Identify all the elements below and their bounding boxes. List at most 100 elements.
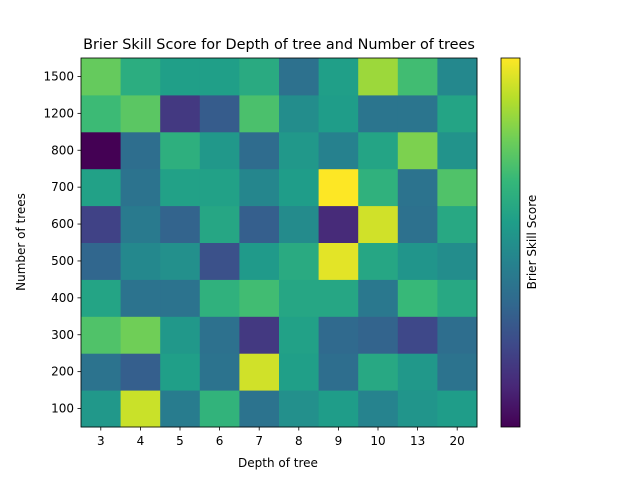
heatmap-cell [318,168,359,207]
y-tick-label: 700 [51,180,74,194]
y-tick-label: 600 [51,217,74,231]
x-tick-label: 9 [335,434,343,448]
x-tick-label: 5 [176,434,184,448]
heatmap-cell [437,168,478,207]
heatmap-cell [160,58,201,96]
heatmap-cell [397,242,438,280]
heatmap-cell [199,242,240,280]
heatmap-cell [81,168,122,207]
heatmap-cell [160,94,201,133]
heatmap-cell [358,205,399,243]
heatmap-cell [239,131,280,170]
x-axis-label: Depth of tree [238,456,318,470]
x-tick-label: 20 [450,434,465,448]
heatmap-cell [199,58,240,96]
heatmap-cell [160,168,201,207]
x-tick-label: 7 [255,434,263,448]
heatmap-cell [358,242,399,280]
heatmap-cell [318,316,359,354]
heatmap-cell [318,353,359,391]
heatmap-cell [397,353,438,391]
y-tick-label: 500 [51,254,74,268]
heatmap-cell [81,242,122,280]
heatmap-cell [239,279,280,317]
heatmap-cell [358,390,399,428]
y-tick-label: 400 [51,291,74,305]
heatmap-cell [160,316,201,354]
heatmap-cell [120,279,161,317]
heatmap-cell [239,390,280,428]
heatmap-cell [81,58,122,96]
heatmap-cell [199,168,240,207]
heatmap-cell [397,316,438,354]
heatmap-cell [199,316,240,354]
heatmap-cell [199,131,240,170]
heatmap-cell [318,205,359,243]
heatmap-cell [81,316,122,354]
heatmap-cell [318,94,359,133]
y-tick-label: 1500 [43,69,74,83]
heatmap-cell [397,168,438,207]
heatmap-cell [160,390,201,428]
heatmap-cell [358,316,399,354]
heatmap-cell [160,205,201,243]
heatmap-cell [437,279,478,317]
heatmap-cell [279,168,320,207]
chart-title: Brier Skill Score for Depth of tree and … [83,37,475,53]
y-axis-ticks: 100 200 300 400 500 600 700 800 1200 1500 [43,69,81,416]
heatmap-cell [358,279,399,317]
heatmap-cell [120,94,161,133]
heatmap-cell [358,58,399,96]
heatmap-cell [318,58,359,96]
heatmap-cell [358,168,399,207]
heatmap-cell [160,279,201,317]
heatmap-cell [437,94,478,133]
heatmap-cell [397,94,438,133]
heatmap-cell [397,279,438,317]
heatmap-cell [437,316,478,354]
heatmap-cell [199,390,240,428]
heatmap-cell [81,94,122,133]
heatmap-cell [279,316,320,354]
heatmap-cell [81,353,122,391]
heatmap-cell [318,131,359,170]
x-tick-label: 8 [295,434,303,448]
colorbar-label: Brier Skill Score [525,195,539,290]
heatmap-cell [81,131,122,170]
heatmap-cell [239,58,280,96]
heatmap-cell [437,353,478,391]
heatmap-cell [239,353,280,391]
heatmap-cell [279,353,320,391]
heatmap-cell [318,279,359,317]
heatmap-cell [160,353,201,391]
heatmap-cell [239,242,280,280]
heatmap-cell [120,168,161,207]
x-tick-label: 3 [97,434,105,448]
heatmap-cell [358,94,399,133]
heatmap-cell [397,58,438,96]
y-tick-label: 1200 [43,106,74,120]
x-axis-ticks: 3 4 5 6 7 8 9 10 13 20 [97,427,465,448]
heatmap-cell [199,94,240,133]
heatmap-cell [239,168,280,207]
colorbar [500,57,521,428]
heatmap-cell [120,353,161,391]
x-tick-label: 4 [137,434,145,448]
heatmap-cell [81,279,122,317]
heatmap-cell [120,205,161,243]
heatmap-cell [239,205,280,243]
plot-frame [80,57,478,428]
heatmap-cell [199,205,240,243]
heatmap-cell [397,390,438,428]
heatmap-cell [239,316,280,354]
heatmap-cell [81,390,122,428]
heatmap-cell [358,131,399,170]
heatmap-cell [120,131,161,170]
heatmap-cell [318,390,359,428]
heatmap-cell [437,205,478,243]
heatmap-cell [397,205,438,243]
heatmap-cell [120,242,161,280]
x-tick-label: 6 [216,434,224,448]
heatmap-cell [318,242,359,280]
heatmap-cell [397,131,438,170]
